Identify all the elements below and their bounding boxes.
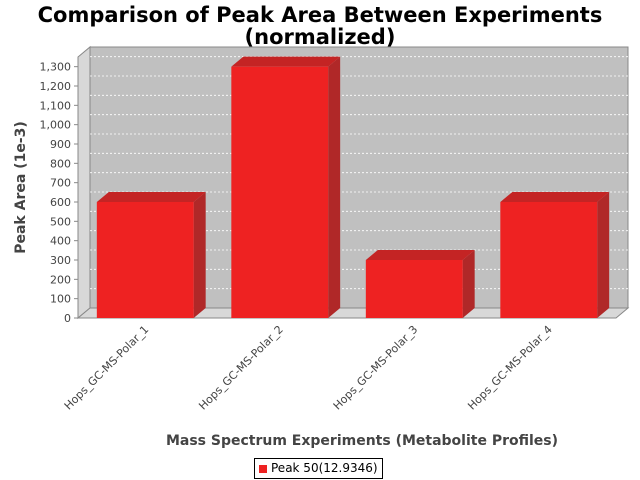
bar-top [96,192,206,202]
y-tick-label: 400 [50,235,71,248]
y-tick-label: 200 [50,273,71,286]
bar-top [231,56,341,67]
bar-side [462,250,475,318]
bar-side [193,192,206,318]
x-axis-label: Mass Spectrum Experiments (Metabolite Pr… [166,433,558,449]
y-tick-label: 300 [50,254,71,267]
y-tick-label: 600 [50,196,71,209]
legend-label: Peak 50(12.9346) [271,461,378,475]
chart-subtitle: (normalized) [244,25,396,49]
bar [365,260,463,318]
y-tick-label: 0 [64,312,71,325]
y-tick-label: 1,000 [40,119,72,132]
bar-side [597,192,610,318]
y-tick-label: 1,300 [40,61,72,74]
y-tick-label: 700 [50,177,71,190]
y-axis-label: Peak Area (1e-3) [13,121,29,254]
bar-side [328,56,341,319]
y-tick-label: 900 [50,138,71,151]
bar [96,202,194,318]
x-tick-label: Hops_GC-MS-Polar_4 [465,323,555,413]
y-tick-label: 500 [50,215,71,228]
bar-top [500,192,610,202]
y-tick-label: 100 [50,293,71,306]
x-tick-label: Hops_GC-MS-Polar_3 [331,323,421,413]
bar [500,202,598,318]
legend-swatch [259,464,267,473]
plot-side-wall [77,45,91,320]
x-tick-label: Hops_GC-MS-Polar_1 [62,323,152,413]
bar [231,66,329,319]
y-tick-label: 1,100 [40,99,72,112]
bar-top [365,250,475,260]
x-tick-label: Hops_GC-MS-Polar_2 [196,323,286,413]
chart-title: Comparison of Peak Area Between Experime… [37,3,603,27]
legend: Peak 50(12.9346) [254,458,383,479]
y-tick-label: 1,200 [40,80,72,93]
y-tick-label: 800 [50,157,71,170]
